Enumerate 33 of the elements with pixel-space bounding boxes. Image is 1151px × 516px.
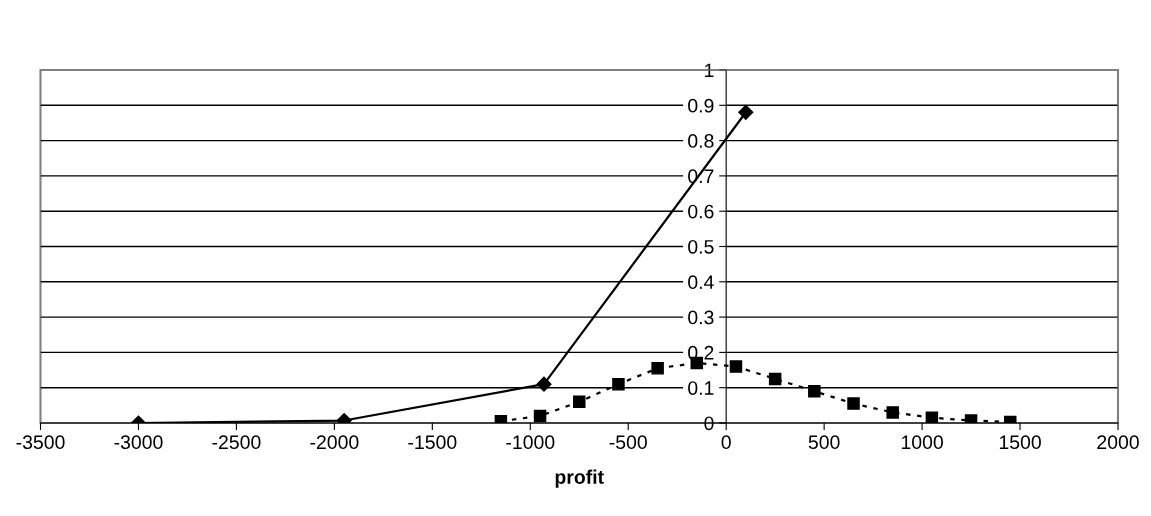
point bbox=[808, 384, 821, 398]
x-tick-label: 500 bbox=[808, 435, 840, 450]
x-tick-label: -2000 bbox=[310, 435, 359, 450]
x-tick-label: -1000 bbox=[506, 435, 555, 450]
point bbox=[536, 376, 552, 392]
x-tick-label: -3500 bbox=[16, 435, 65, 450]
x-axis-title: profit bbox=[555, 469, 604, 488]
point bbox=[533, 409, 547, 423]
y-tick-label: 1 bbox=[705, 63, 714, 78]
point bbox=[738, 104, 754, 120]
point bbox=[572, 395, 586, 409]
point bbox=[768, 372, 782, 386]
x-tick-label: -2500 bbox=[212, 435, 261, 450]
x-tick-label: 1000 bbox=[901, 435, 943, 450]
point bbox=[729, 360, 743, 373]
y-tick-label: 0.3 bbox=[688, 310, 714, 325]
point bbox=[847, 397, 860, 410]
x-tick-label: -500 bbox=[609, 435, 647, 450]
y-tick-label: 0.1 bbox=[688, 381, 714, 395]
point bbox=[925, 411, 939, 423]
x-tick-label: 0 bbox=[721, 435, 731, 450]
x-tick-label: -3000 bbox=[114, 435, 163, 450]
y-tick-label: 0.5 bbox=[688, 239, 714, 254]
y-tick-label: 0.6 bbox=[688, 204, 714, 219]
point bbox=[612, 377, 625, 391]
x-tick-label: 2000 bbox=[1097, 435, 1139, 450]
x-tick-label: -1500 bbox=[408, 435, 457, 450]
y-tick-label: 0.8 bbox=[688, 134, 714, 148]
y-tick-label: 0.4 bbox=[688, 275, 714, 290]
x-tick-label: 1500 bbox=[999, 435, 1041, 450]
y-tick-label: 0.9 bbox=[688, 98, 714, 113]
point bbox=[886, 406, 899, 419]
point bbox=[651, 362, 664, 375]
